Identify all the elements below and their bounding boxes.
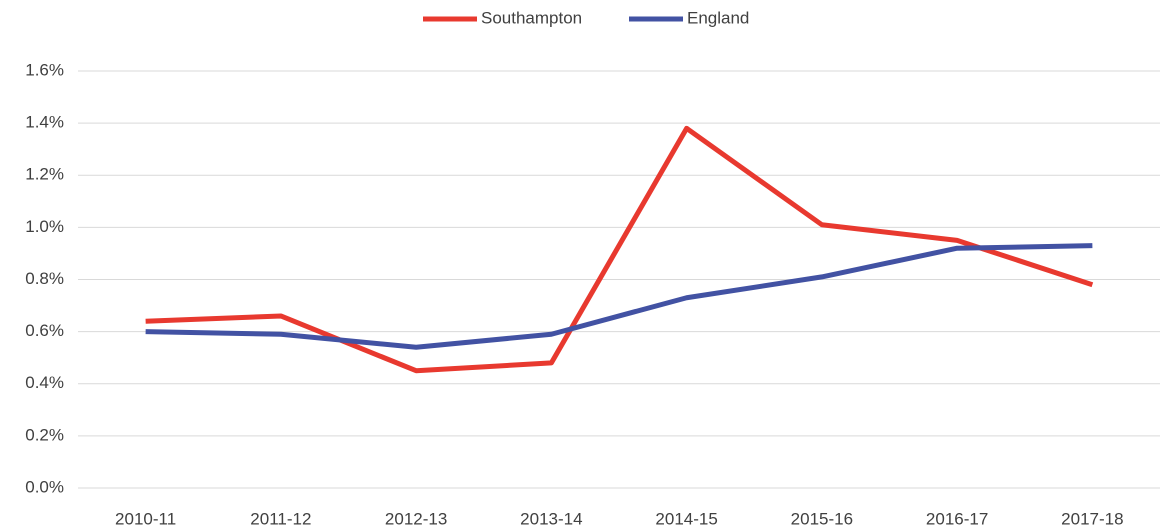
legend-label: England (687, 8, 749, 27)
y-tick-label: 0.4% (25, 373, 64, 392)
x-tick-label: 2012-13 (385, 509, 447, 528)
x-tick-label: 2016-17 (926, 509, 988, 528)
series-line (145, 243, 1093, 350)
series-line (145, 125, 1094, 374)
y-tick-label: 1.0% (25, 217, 64, 236)
y-tick-label: 1.4% (25, 113, 64, 132)
x-tick-label: 2011-12 (250, 509, 311, 528)
y-tick-label: 0.8% (25, 269, 64, 288)
y-tick-label: 1.2% (25, 165, 64, 184)
x-tick-label: 2017-18 (1061, 509, 1123, 528)
y-tick-label: 0.6% (25, 321, 64, 340)
x-tick-label: 2010-11 (115, 509, 176, 528)
x-tick-label: 2014-15 (655, 509, 717, 528)
y-tick-label: 0.2% (25, 425, 64, 444)
legend-label: Southampton (481, 8, 582, 27)
x-tick-label: 2013-14 (520, 509, 582, 528)
y-tick-label: 0.0% (25, 477, 64, 496)
y-tick-label: 1.6% (25, 60, 64, 79)
x-tick-label: 2015-16 (791, 509, 853, 528)
